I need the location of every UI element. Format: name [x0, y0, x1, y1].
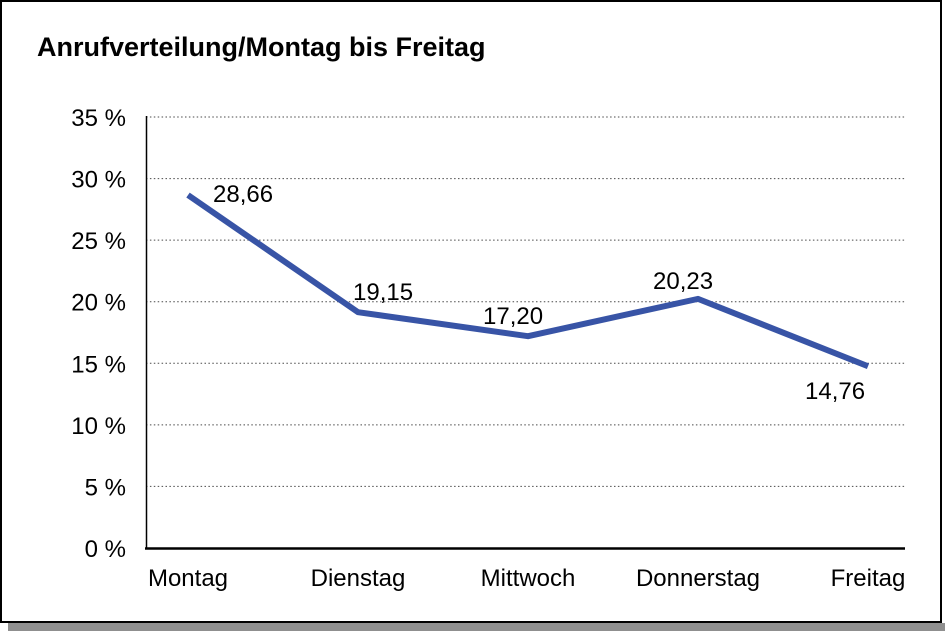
y-tick-label: 35 %: [71, 105, 126, 132]
frame-bottom-shadow: [8, 623, 945, 631]
data-point-label: 20,23: [653, 268, 713, 295]
data-point-label: 14,76: [805, 378, 865, 405]
data-point-label: 28,66: [213, 181, 273, 208]
data-line: [186, 192, 870, 370]
x-category-label: Mittwoch: [481, 565, 576, 592]
chart-title: Anrufverteilung/Montag bis Freitag: [37, 32, 486, 62]
x-category-label: Dienstag: [311, 565, 406, 592]
y-tick-label: 25 %: [71, 228, 126, 255]
y-tick-label: 10 %: [71, 413, 126, 440]
y-tick-label: 5 %: [85, 474, 126, 501]
y-tick-label: 0 %: [85, 536, 126, 563]
x-category-label: Montag: [148, 565, 228, 592]
data-point-label: 19,15: [353, 279, 413, 306]
y-tick-label: 20 %: [71, 290, 126, 317]
data-point-label: 17,20: [483, 303, 543, 330]
y-tick-label: 30 %: [71, 167, 126, 194]
x-category-label: Freitag: [831, 565, 906, 592]
x-category-label: Donnerstag: [636, 565, 760, 592]
y-tick-label: 15 %: [71, 351, 126, 378]
